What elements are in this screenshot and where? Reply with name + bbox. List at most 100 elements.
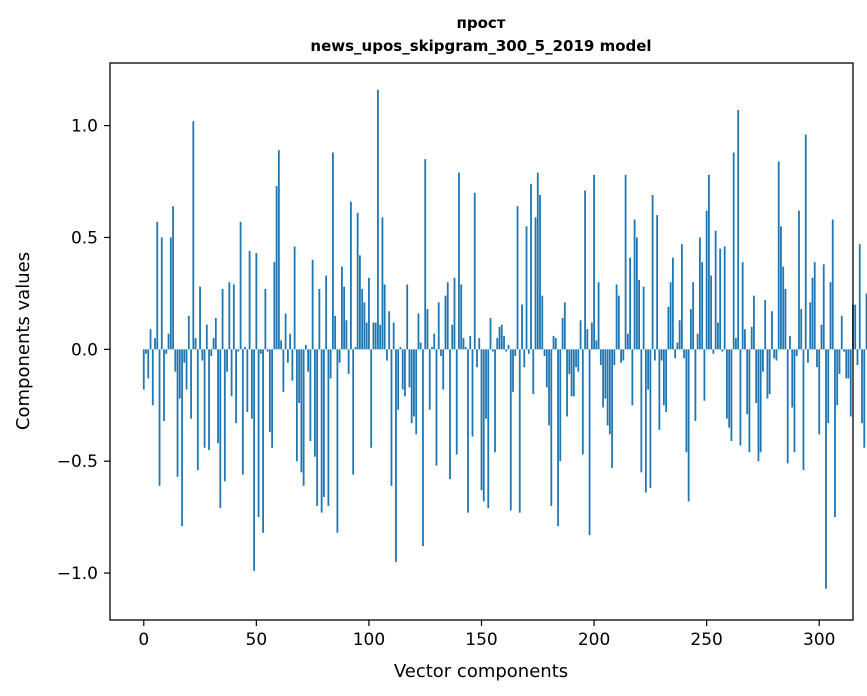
- bar: [217, 349, 219, 444]
- bar: [563, 302, 566, 350]
- bar: [467, 349, 469, 513]
- bar: [241, 349, 244, 475]
- bar: [626, 333, 629, 350]
- bar: [212, 338, 215, 350]
- bar: [518, 349, 521, 513]
- bar: [590, 322, 593, 350]
- bar: [345, 320, 348, 350]
- bar: [181, 349, 183, 527]
- bar: [262, 349, 265, 533]
- bar: [795, 349, 798, 357]
- bar: [408, 349, 411, 388]
- bar: [748, 349, 751, 453]
- bar: [559, 349, 562, 462]
- bar: [257, 349, 260, 518]
- bar: [163, 349, 165, 421]
- bar: [359, 255, 361, 350]
- bar: [370, 349, 373, 448]
- bar: [266, 349, 269, 352]
- bar: [822, 264, 825, 350]
- bar: [478, 338, 481, 350]
- bar: [838, 349, 841, 374]
- bar: [268, 349, 271, 433]
- bar: [768, 349, 771, 395]
- bar: [539, 194, 541, 350]
- bar: [687, 349, 690, 502]
- bar: [471, 349, 474, 437]
- bar: [223, 349, 226, 482]
- bar: [401, 349, 404, 390]
- bar: [192, 121, 195, 350]
- bar: [309, 349, 312, 442]
- bar: [784, 288, 787, 350]
- bar: [530, 183, 532, 350]
- bar: [368, 277, 370, 350]
- bar: [329, 349, 332, 379]
- bar: [813, 262, 816, 350]
- bar: [331, 152, 334, 350]
- bar: [649, 349, 652, 489]
- bar: [521, 304, 523, 350]
- bar: [694, 349, 697, 421]
- bar: [710, 275, 713, 350]
- bar: [386, 349, 388, 361]
- bar: [244, 347, 246, 350]
- bar: [557, 349, 559, 527]
- bar: [581, 349, 584, 455]
- bar: [732, 152, 735, 350]
- bar: [856, 349, 859, 365]
- bar: [282, 349, 285, 392]
- bar: [705, 210, 708, 350]
- bar: [460, 284, 463, 350]
- bar: [228, 282, 231, 350]
- bar: [341, 266, 343, 350]
- bar: [789, 335, 791, 350]
- bar: [250, 349, 253, 419]
- bar: [726, 349, 728, 419]
- bar: [836, 349, 839, 406]
- bar: [552, 335, 555, 350]
- bar: [383, 284, 386, 350]
- plot-frame: [109, 62, 854, 621]
- bar: [311, 259, 314, 350]
- bar: [435, 349, 438, 466]
- bar: [680, 244, 683, 350]
- y-axis-ticks: −1.0 −0.5 0.0 0.5 1.0: [57, 117, 110, 584]
- bar: [647, 349, 650, 390]
- x-tick-label: 100: [353, 630, 385, 650]
- bar: [741, 262, 744, 350]
- bar: [719, 248, 722, 350]
- bar: [318, 288, 321, 350]
- bar: [491, 349, 494, 352]
- bar: [503, 335, 505, 350]
- bar: [854, 304, 857, 350]
- bar: [273, 262, 276, 350]
- bar: [199, 286, 201, 350]
- bar: [406, 284, 409, 350]
- bar: [226, 349, 228, 372]
- bar: [683, 349, 686, 359]
- bar: [554, 338, 557, 350]
- bar: [219, 349, 222, 509]
- bar: [320, 349, 323, 513]
- bar: [415, 349, 418, 435]
- bar: [201, 349, 204, 361]
- bar: [316, 349, 319, 506]
- bar: [489, 318, 492, 350]
- bar: [160, 237, 163, 350]
- bar: [145, 349, 147, 354]
- bar: [527, 349, 530, 354]
- bar: [426, 309, 429, 350]
- bar: [545, 349, 548, 388]
- bar: [397, 349, 400, 410]
- bar: [158, 349, 161, 486]
- bar: [451, 324, 454, 350]
- bar: [606, 349, 609, 426]
- bar: [336, 349, 339, 533]
- bar: [147, 349, 150, 379]
- bar: [863, 349, 866, 448]
- bar: [277, 150, 280, 350]
- bar: [352, 349, 355, 475]
- bar: [629, 257, 632, 350]
